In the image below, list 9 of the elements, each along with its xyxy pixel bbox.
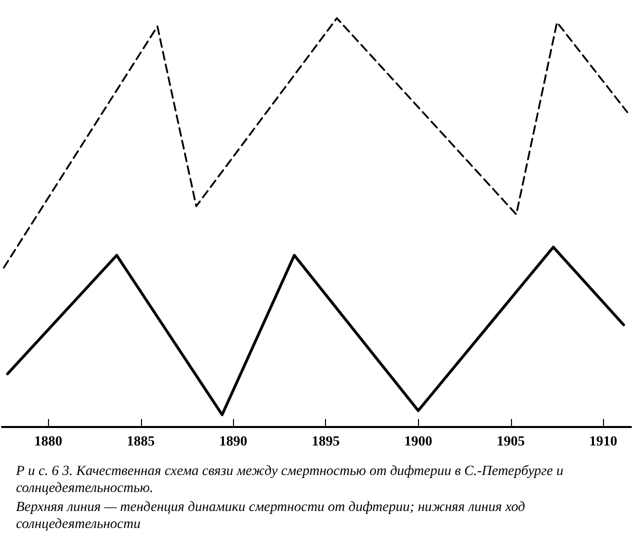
x-tick-label: 1895 bbox=[312, 434, 340, 450]
text: Р и с. 6 3. Качественная схема связи между смертностью от дифтерии в С.-Петербурге и солнцедеятельностью. bbox=[16, 463, 564, 497]
x-tick-label: 1905 bbox=[496, 434, 525, 450]
x-tick-label: 1890 bbox=[219, 434, 248, 450]
x-tick-label: 1900 bbox=[404, 434, 432, 450]
x-tick-label: 1910 bbox=[589, 434, 618, 450]
text: Верхняя линия — тенденция динамики смертности от дифтерии; нижняя линия ход солнцедеятельности bbox=[16, 499, 526, 533]
x-tick-label: 1880 bbox=[34, 434, 62, 450]
x-tick-label: 1885 bbox=[126, 434, 155, 450]
